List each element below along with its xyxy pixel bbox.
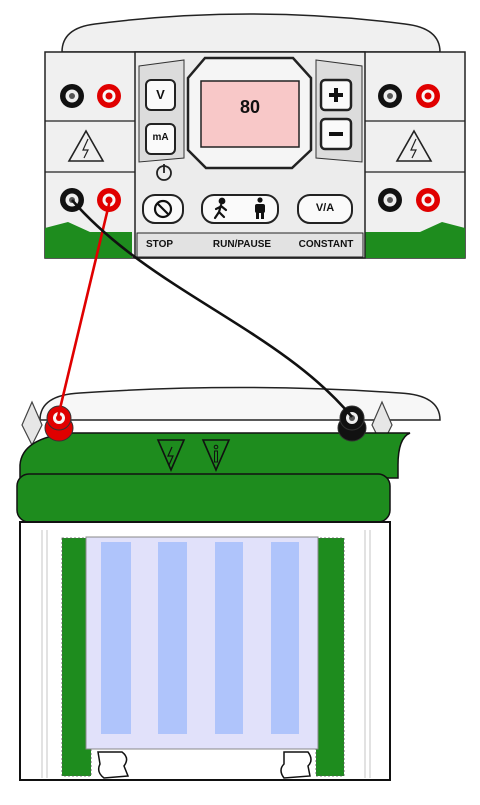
constant-label: CONSTANT — [298, 239, 354, 250]
run-pause-label: RUN/PAUSE — [212, 239, 272, 250]
black-terminal[interactable] — [60, 84, 84, 108]
right-foot — [362, 222, 465, 258]
gel-lane — [215, 542, 243, 734]
black-lead-cable[interactable] — [71, 199, 354, 418]
volt-button-label: V — [156, 87, 165, 102]
gel-red-terminal[interactable] — [44, 405, 74, 442]
gel-black-terminal[interactable] — [337, 405, 367, 442]
volt-button[interactable] — [145, 79, 176, 111]
red-terminal[interactable] — [97, 84, 121, 108]
label-strip — [136, 232, 364, 258]
gel-lane — [158, 542, 187, 734]
red-terminal[interactable] — [416, 84, 440, 108]
display-screen — [200, 80, 300, 148]
stop-button[interactable] — [142, 194, 184, 224]
gel-box-lid-band — [16, 473, 391, 523]
left-tray-clip — [97, 751, 130, 779]
milliamp-button[interactable] — [145, 123, 176, 155]
mode-button-label: V/A — [315, 202, 335, 214]
black-terminal[interactable] — [378, 84, 402, 108]
run-icon — [213, 197, 228, 220]
high-voltage-warning-icon — [156, 439, 186, 473]
left-lid-tab — [21, 400, 43, 447]
red-terminal[interactable] — [416, 188, 440, 212]
increase-button[interactable] — [319, 78, 353, 112]
power-supply-dome — [61, 13, 441, 53]
black-terminal[interactable] — [378, 188, 402, 212]
right-electrode — [315, 537, 345, 777]
milliamp-button-label: mA — [152, 132, 169, 143]
run-pause-button[interactable] — [201, 194, 279, 224]
stop-label: STOP — [146, 239, 174, 250]
high-voltage-warning-icon — [395, 129, 433, 162]
stop-icon — [153, 199, 173, 219]
plus-icon — [329, 88, 343, 102]
red-lead-cable[interactable] — [56, 199, 112, 418]
gel-box — [16, 386, 441, 781]
right-tray-clip — [280, 751, 312, 779]
gel-lane — [271, 542, 299, 734]
mode-button[interactable] — [297, 194, 353, 224]
gel-lane — [101, 542, 131, 734]
gel-box-lid-top — [39, 386, 441, 421]
left-foot — [45, 222, 132, 258]
display-readout: 80 — [239, 97, 261, 117]
decrease-button[interactable] — [319, 117, 353, 151]
caution-icon — [201, 439, 231, 473]
pause-icon — [255, 197, 265, 219]
power-icon — [156, 164, 172, 181]
high-voltage-warning-icon — [67, 129, 105, 162]
power-supply — [44, 13, 466, 259]
